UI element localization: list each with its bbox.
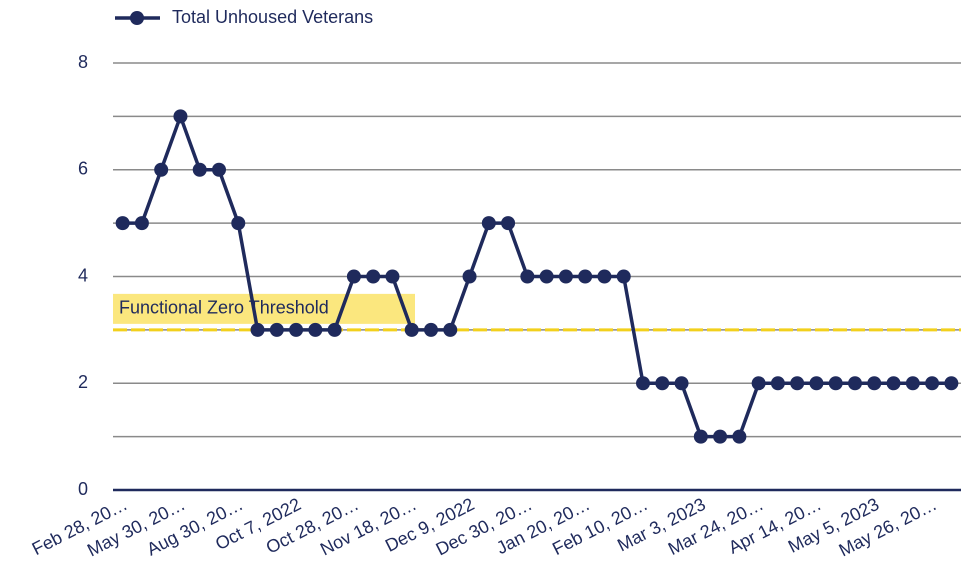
point bbox=[404, 322, 419, 337]
point bbox=[539, 269, 554, 284]
point bbox=[134, 216, 149, 231]
legend-label: Total Unhoused Veterans bbox=[172, 7, 373, 27]
point bbox=[790, 376, 805, 391]
point bbox=[212, 162, 226, 177]
point bbox=[385, 269, 400, 284]
point bbox=[250, 322, 265, 337]
point bbox=[905, 376, 920, 391]
threshold-label-bg bbox=[113, 293, 415, 324]
point bbox=[424, 322, 438, 337]
point bbox=[289, 322, 304, 337]
y-tick-label: 8 bbox=[78, 52, 88, 72]
point bbox=[925, 376, 940, 391]
point bbox=[713, 429, 728, 444]
y-tick-label: 2 bbox=[78, 372, 88, 392]
point bbox=[501, 216, 516, 231]
point bbox=[558, 269, 573, 284]
y-tick-label: 0 bbox=[78, 479, 88, 499]
point bbox=[462, 269, 477, 284]
point bbox=[616, 269, 631, 284]
point bbox=[578, 269, 593, 284]
point bbox=[944, 376, 959, 391]
point bbox=[443, 322, 458, 337]
point bbox=[327, 322, 342, 337]
point bbox=[809, 376, 824, 391]
point bbox=[867, 376, 882, 391]
threshold-label: Functional Zero Threshold bbox=[119, 298, 329, 318]
point bbox=[154, 162, 169, 177]
point bbox=[655, 376, 670, 391]
point bbox=[231, 216, 246, 231]
point bbox=[693, 429, 708, 444]
point bbox=[269, 322, 284, 337]
point bbox=[886, 376, 901, 391]
legend-marker bbox=[130, 11, 144, 25]
y-tick-label: 6 bbox=[78, 159, 88, 179]
point bbox=[751, 376, 766, 391]
point bbox=[481, 216, 496, 231]
point bbox=[770, 376, 785, 391]
point bbox=[732, 429, 747, 444]
point bbox=[848, 376, 862, 391]
point bbox=[366, 269, 381, 284]
point bbox=[308, 322, 323, 337]
point bbox=[636, 376, 650, 391]
y-tick-label: 4 bbox=[78, 265, 88, 285]
point bbox=[520, 269, 535, 284]
point bbox=[192, 162, 207, 177]
point bbox=[115, 216, 130, 231]
point bbox=[597, 269, 612, 284]
point bbox=[173, 109, 188, 124]
point bbox=[674, 376, 689, 391]
point bbox=[828, 376, 843, 391]
point bbox=[346, 269, 361, 284]
